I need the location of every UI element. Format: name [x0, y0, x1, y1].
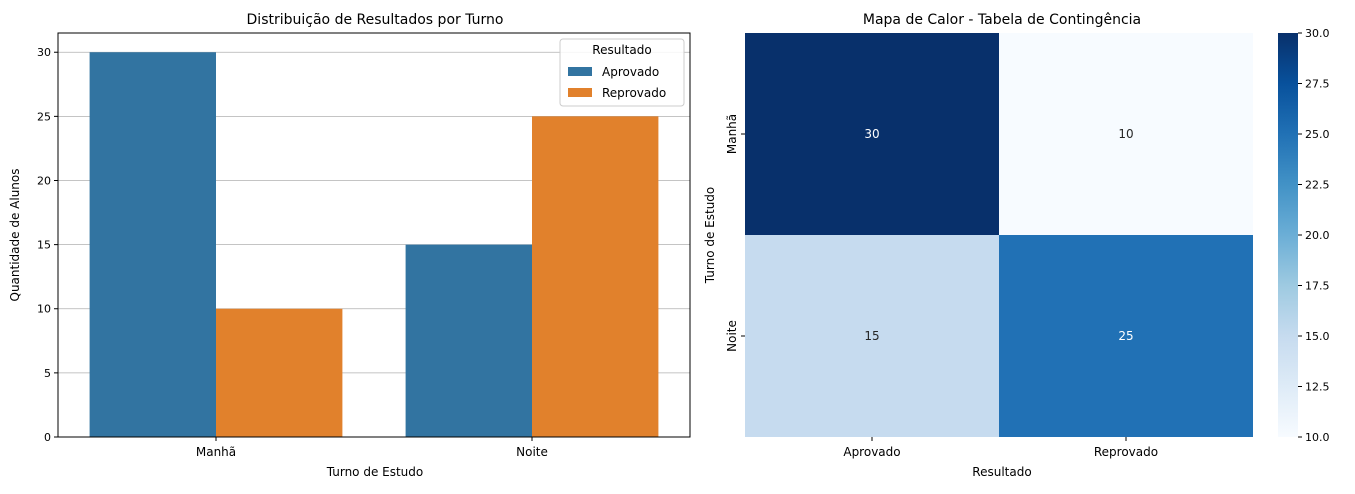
bar-chart-y-axis-label: Quantidade de Alunos [8, 169, 22, 302]
legend-label-aprovado: Aprovado [602, 65, 659, 79]
colorbar-tick-label-30-0: 30.0 [1305, 27, 1330, 40]
bar-chart-x-axis-label: Turno de Estudo [326, 465, 424, 479]
colorbar-tick-label-27-5: 27.5 [1305, 78, 1330, 91]
bar-noite-aprovado [405, 244, 532, 437]
heatmap-title: Mapa de Calor - Tabela de Contingência [863, 12, 1141, 28]
bar-chart-axes-frame [57, 32, 691, 438]
heatmap-cell-labels: 30 10 15 25 [864, 127, 1133, 343]
y-tick-label-20: 20 [37, 174, 51, 187]
heatmap-x-axis-label: Resultado [972, 465, 1031, 479]
bar-manha-reprovado [216, 308, 343, 437]
colorbar-tick-label-25-0: 25.0 [1305, 128, 1330, 141]
y-tick-label-0: 0 [44, 431, 51, 444]
legend-swatch-aprovado [568, 67, 592, 76]
heatmap-y-tick-label-noite: Noite [725, 320, 739, 352]
bar-chart-title: Distribuição de Resultados por Turno [247, 12, 504, 28]
heatmap-value-manha-reprovado: 10 [1118, 127, 1133, 141]
x-tick-label-noite: Noite [516, 445, 548, 459]
bar-manha-aprovado [89, 52, 216, 437]
heatmap-value-noite-aprovado: 15 [864, 329, 879, 343]
heatmap-cell-manha-aprovado [745, 33, 999, 235]
heatmap-y-tick-label-manha: Manhã [725, 114, 739, 154]
colorbar-tick-label-15-0: 15.0 [1305, 330, 1330, 343]
heatmap-cell-manha-reprovado [999, 33, 1253, 235]
legend-swatch-reprovado [568, 88, 592, 97]
bar-chart: Distribuição de Resultados por Turno 0 5 1… [8, 12, 691, 479]
heatmap-x-tick-label-aprovado: Aprovado [843, 445, 900, 459]
heatmap-value-noite-reprovado: 25 [1118, 329, 1133, 343]
y-tick-label-5: 5 [44, 367, 51, 380]
y-tick-label-10: 10 [37, 303, 51, 316]
heatmap-cell-noite-reprovado [999, 235, 1253, 437]
heatmap-y-ticks: Manhã Noite [725, 114, 745, 352]
colorbar [1278, 33, 1298, 437]
heatmap-value-manha-aprovado: 30 [864, 127, 879, 141]
heatmap-y-axis-label: Turno de Estudo [703, 187, 717, 285]
legend-label-reprovado: Reprovado [602, 86, 666, 100]
colorbar-tick-label-17-5: 17.5 [1305, 280, 1330, 293]
y-tick-label-15: 15 [37, 239, 51, 252]
colorbar-tick-label-22-5: 22.5 [1305, 179, 1330, 192]
bar-chart-legend: Resultado Aprovado Reprovado [559, 38, 685, 107]
y-tick-label-30: 30 [37, 46, 51, 59]
heatmap-x-ticks: Aprovado Reprovado [843, 437, 1158, 459]
bar-chart-bars [89, 52, 659, 437]
bar-noite-reprovado [532, 116, 659, 437]
legend-title: Resultado [592, 43, 651, 57]
heatmap-chart: Mapa de Calor - Tabela de Contingência 3… [703, 12, 1330, 479]
heatmap-x-tick-label-reprovado: Reprovado [1094, 445, 1158, 459]
colorbar-tick-label-10-0: 10.0 [1305, 431, 1330, 444]
heatmap-cell-noite-aprovado [745, 235, 999, 437]
colorbar-tick-label-12-5: 12.5 [1305, 381, 1330, 394]
y-tick-label-25: 25 [37, 110, 51, 123]
colorbar-tick-label-20-0: 20.0 [1305, 229, 1330, 242]
bar-chart-y-ticks: 0 5 10 15 20 25 30 [37, 46, 58, 444]
x-tick-label-manha: Manhã [196, 445, 236, 459]
bar-chart-x-ticks: Manhã Noite [196, 437, 548, 459]
colorbar-ticks: 10.0 12.5 15.0 17.5 20.0 22.5 25.0 27.5 30.0 [1298, 27, 1330, 444]
heatmap-cells [745, 33, 1253, 437]
